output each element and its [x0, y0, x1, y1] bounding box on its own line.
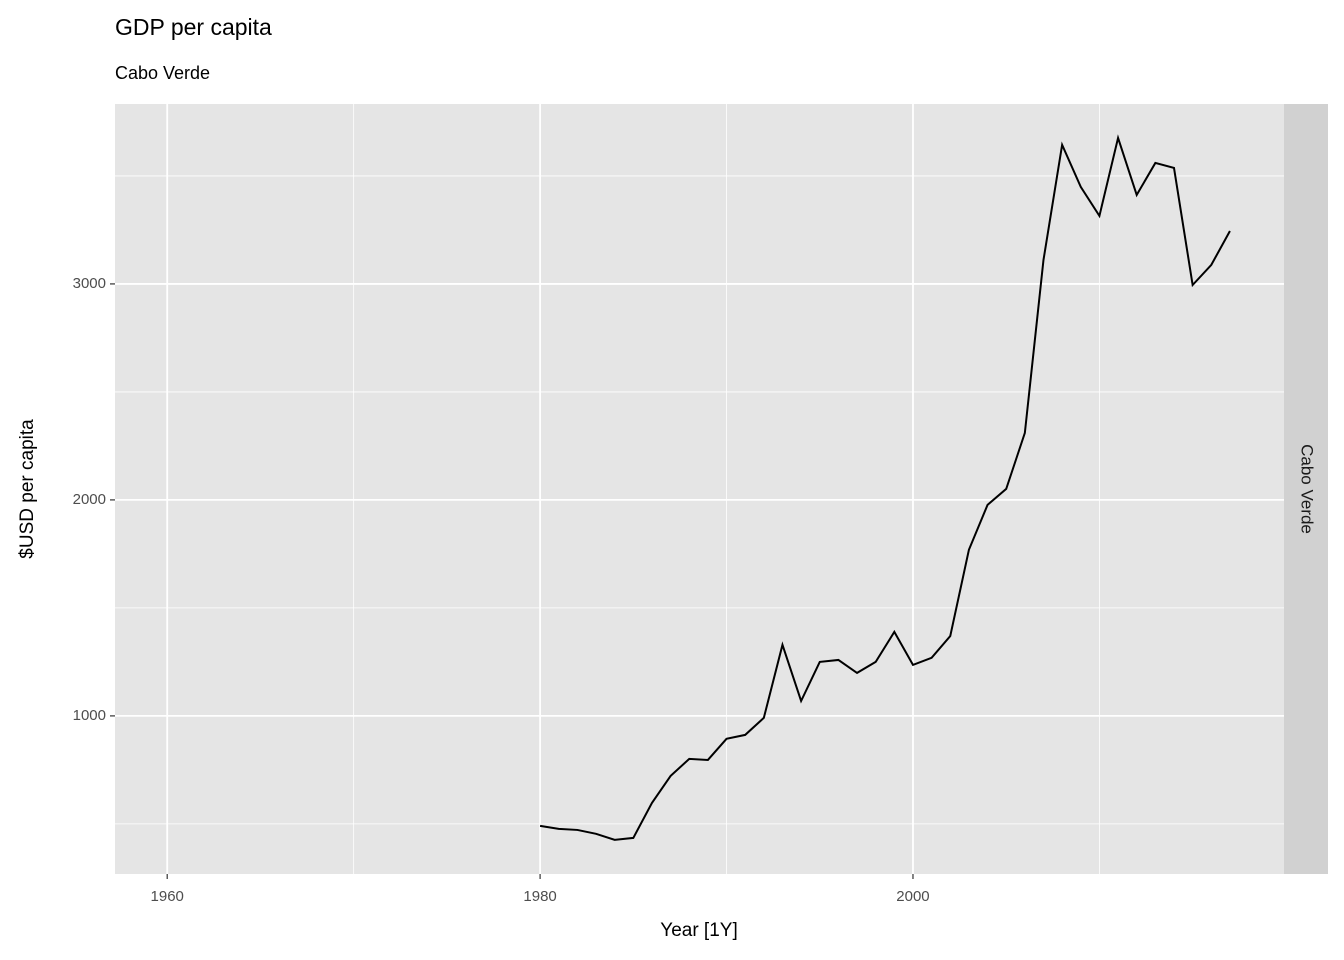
y-tick-label: 1000 — [73, 707, 106, 724]
x-tick-label: 1960 — [151, 888, 184, 905]
strip — [1284, 104, 1328, 874]
y-tick-label: 3000 — [73, 275, 106, 292]
panel — [115, 104, 1284, 874]
x-tick-label: 2000 — [896, 888, 929, 905]
chart-subtitle: Cabo Verde — [115, 63, 210, 83]
strip-label: Cabo Verde — [1298, 444, 1317, 534]
y-tick-label: 2000 — [73, 491, 106, 508]
chart-title: GDP per capita — [115, 14, 272, 40]
x-tick-label: 1980 — [523, 888, 556, 905]
y-axis-title: $USD per capita — [17, 419, 38, 559]
x-axis-title: Year [1Y] — [660, 920, 737, 941]
series-line — [539, 134, 1231, 841]
